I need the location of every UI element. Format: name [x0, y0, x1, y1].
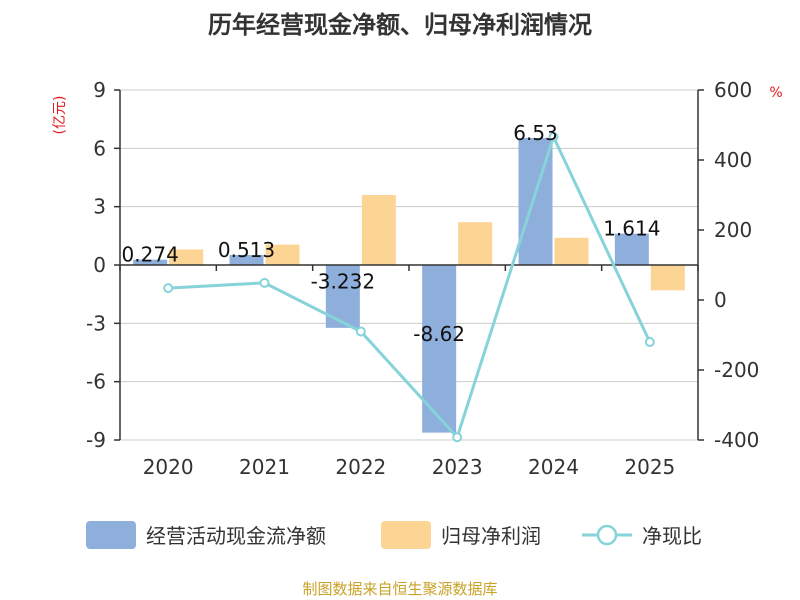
- data-label: 6.53: [513, 121, 558, 145]
- bar-net-profit: [554, 237, 589, 265]
- right-axis-ticks: 600 400 200 0 -200 -400: [698, 78, 759, 452]
- right-tick-label: 400: [714, 148, 752, 172]
- left-axis-ticks: 9 6 3 0 -3 -6 -9: [86, 78, 120, 452]
- legend-swatch-cashflow: [86, 521, 136, 549]
- data-label: 0.274: [122, 243, 179, 267]
- legend: 经营活动现金流净额 归母净利润 净现比: [86, 521, 702, 549]
- right-axis-unit: %: [769, 85, 782, 101]
- ratio-point: [355, 326, 366, 337]
- bar-net-profit: [361, 195, 396, 265]
- bars: [133, 138, 685, 433]
- right-tick-label: 200: [714, 218, 752, 242]
- legend-label-net-profit: 归母净利润: [441, 524, 541, 548]
- bar-cashflow: [229, 255, 264, 265]
- left-tick-label: 3: [93, 195, 106, 219]
- ratio-line: [163, 131, 655, 443]
- ratio-point: [548, 131, 559, 142]
- ratio-point: [452, 432, 463, 443]
- bar-net-profit: [650, 265, 685, 291]
- left-tick-label: -9: [86, 428, 106, 452]
- right-tick-label: -400: [714, 428, 759, 452]
- data-label: 1.614: [603, 217, 660, 241]
- right-tick-label: 0: [714, 288, 727, 312]
- left-axis-unit: (亿元): [52, 96, 68, 135]
- left-tick-label: 6: [93, 136, 106, 160]
- left-tick-label: 9: [93, 78, 106, 102]
- data-source: 制图数据来自恒生聚源数据库: [302, 580, 497, 598]
- chart-title: 历年经营现金净额、归母净利润情况: [208, 11, 592, 39]
- data-label: -3.232: [311, 269, 375, 293]
- x-axis-ticks: 2020 2021 2022 2023 2024 2025: [119, 265, 699, 479]
- legend-swatch-net-profit: [381, 521, 431, 549]
- left-tick-label: -3: [86, 311, 106, 335]
- ratio-line-path: [168, 132, 652, 441]
- right-tick-label: -200: [714, 358, 759, 382]
- data-label: -8.62: [413, 322, 465, 346]
- bar-cashflow: [133, 259, 168, 265]
- right-tick-label: 600: [714, 78, 752, 102]
- legend-label-ratio: 净现比: [642, 524, 702, 548]
- bar-net-profit: [169, 249, 204, 265]
- x-tick-label: 2025: [624, 455, 675, 479]
- legend-label-cashflow: 经营活动现金流净额: [146, 524, 326, 548]
- ratio-point: [259, 277, 270, 288]
- left-tick-label: -6: [86, 370, 106, 394]
- ratio-point: [163, 283, 174, 294]
- ratio-point: [644, 337, 655, 347]
- bar-net-profit: [265, 244, 300, 265]
- bar-cashflow: [422, 265, 457, 433]
- left-tick-label: 0: [93, 253, 106, 277]
- bar-net-profit: [458, 222, 493, 265]
- x-tick-label: 2022: [335, 455, 386, 479]
- legend-swatch-ratio-marker: [596, 524, 618, 546]
- x-tick-label: 2024: [528, 455, 579, 479]
- data-label: 0.513: [218, 238, 275, 262]
- x-tick-label: 2021: [239, 455, 290, 479]
- data-labels: 0.274 0.513 -3.232 -8.62 6.53 1.614: [122, 121, 661, 346]
- x-tick-label: 2020: [143, 455, 194, 479]
- x-tick-label: 2023: [432, 455, 483, 479]
- bar-cashflow: [614, 233, 649, 265]
